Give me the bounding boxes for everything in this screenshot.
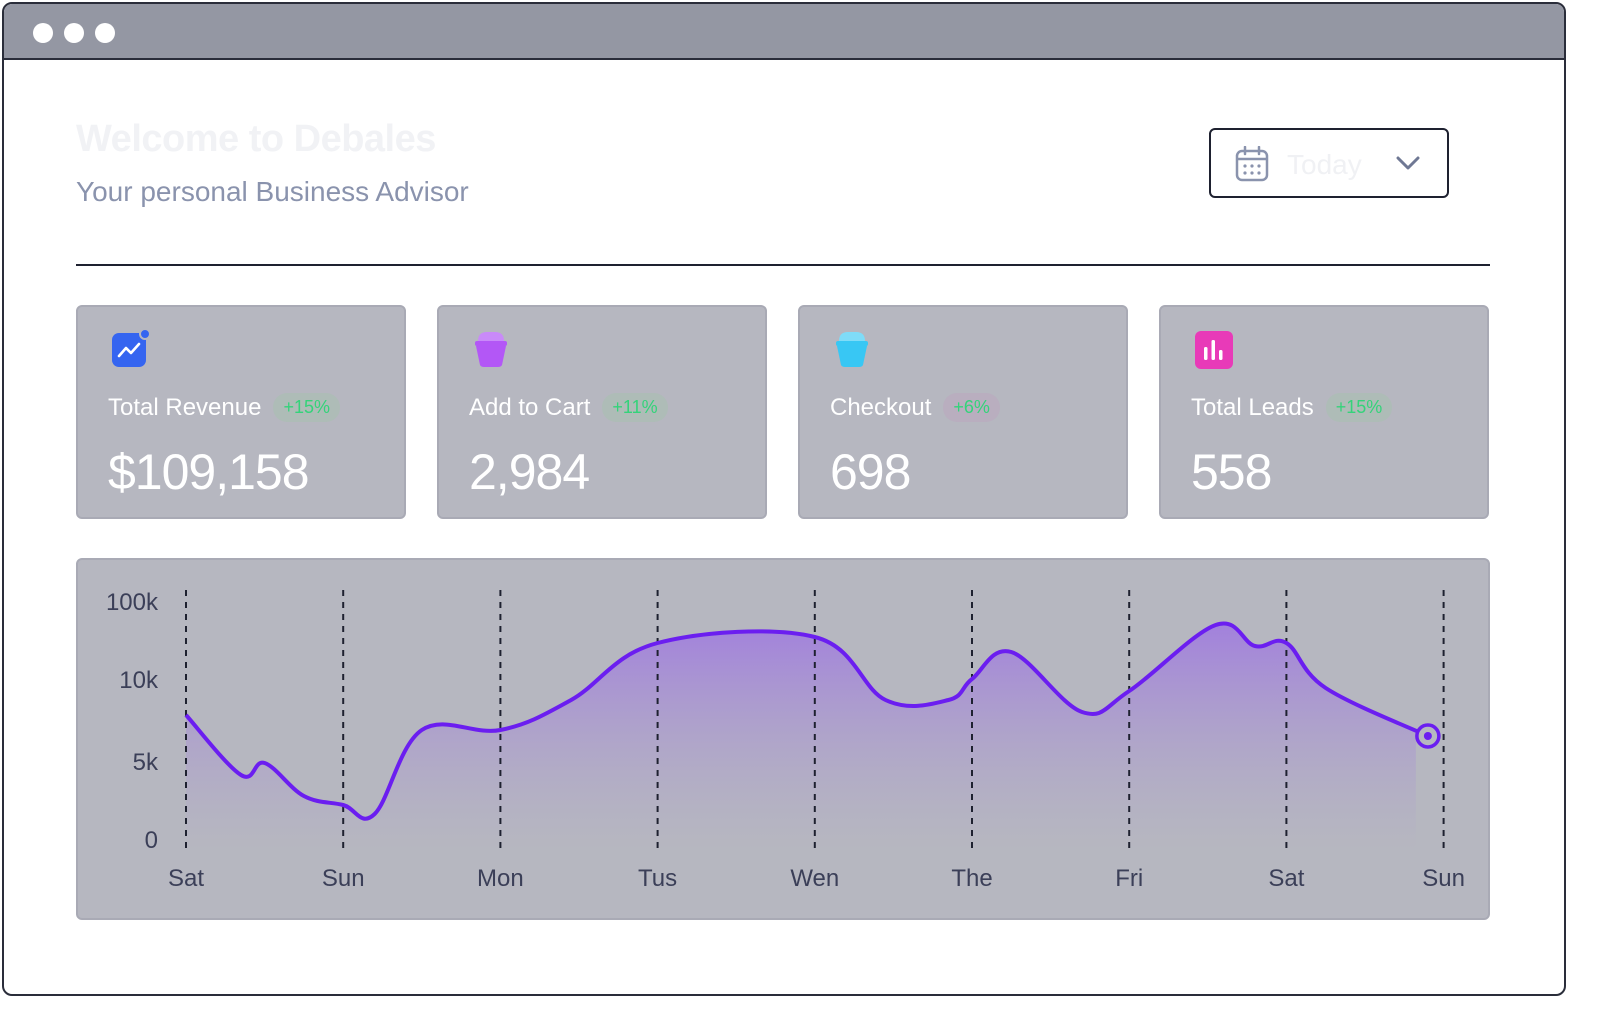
date-range-label: Today bbox=[1287, 149, 1362, 180]
window-titlebar bbox=[4, 4, 1564, 60]
window-control-dot[interactable] bbox=[95, 23, 115, 43]
y-tick-label: 10k bbox=[119, 667, 159, 694]
chart-highlight-dot bbox=[1423, 732, 1432, 740]
chart-series-line bbox=[184, 621, 1429, 821]
chart-area-fill bbox=[186, 623, 1428, 850]
trend-chart-icon bbox=[112, 329, 150, 367]
growth-badge: +15% bbox=[273, 393, 340, 422]
x-tick-label: Mon bbox=[477, 865, 524, 892]
page-subtitle: Your personal Business Advisor bbox=[76, 176, 469, 207]
sales-chart: 100k 10k 5k 0 Sat Sun Mon Tus Wen The Fri Sat Sun bbox=[76, 558, 1490, 920]
x-tick-label: Sun bbox=[1422, 865, 1465, 892]
stat-card-checkout[interactable]: Checkout +6% 698 bbox=[798, 305, 1128, 519]
x-tick-label: Wen bbox=[790, 865, 839, 892]
x-tick-label: Fri bbox=[1115, 865, 1143, 892]
basket-icon bbox=[836, 332, 868, 367]
window-control-dot[interactable] bbox=[64, 23, 84, 43]
area-chart-svg: 100k 10k 5k 0 Sat Sun Mon Tus Wen The Fri Sat Sun bbox=[106, 589, 1465, 892]
chevron-down-icon bbox=[1396, 156, 1420, 170]
stat-card-title: Total Leads bbox=[1191, 393, 1314, 421]
growth-badge: +11% bbox=[602, 393, 668, 422]
x-tick-label: Tus bbox=[638, 865, 677, 892]
calendar-icon bbox=[1235, 146, 1269, 182]
x-tick-label: Sun bbox=[322, 865, 365, 892]
basket-icon bbox=[475, 332, 507, 367]
y-tick-label: 5k bbox=[133, 749, 159, 776]
x-tick-label: Sat bbox=[1268, 865, 1304, 892]
x-tick-label: The bbox=[951, 865, 992, 892]
header-divider bbox=[76, 264, 1490, 266]
stat-card-value: $109,158 bbox=[108, 444, 310, 500]
stat-card-value: 2,984 bbox=[469, 444, 590, 500]
date-range-dropdown[interactable]: Today bbox=[1209, 128, 1449, 198]
y-tick-label: 0 bbox=[145, 827, 158, 854]
stat-card-total-revenue[interactable]: Total Revenue +15% $109,158 bbox=[76, 305, 406, 519]
stat-card-title: Add to Cart bbox=[469, 393, 591, 421]
window-control-dot[interactable] bbox=[33, 23, 53, 43]
stat-card-add-to-cart[interactable]: Add to Cart +11% 2,984 bbox=[437, 305, 767, 519]
growth-badge: +15% bbox=[1325, 393, 1393, 422]
stat-card-title: Checkout bbox=[830, 393, 932, 421]
stat-card-value: 558 bbox=[1191, 444, 1272, 500]
x-tick-label: Sat bbox=[168, 865, 204, 892]
stat-card-total-leads[interactable]: Total Leads +15% 558 bbox=[1159, 305, 1489, 519]
growth-badge: +6% bbox=[943, 393, 1000, 422]
y-tick-label: 100k bbox=[106, 589, 159, 616]
stat-card-title: Total Revenue bbox=[108, 393, 262, 421]
page-title: Welcome to Debales bbox=[76, 118, 436, 160]
bar-chart-icon bbox=[1195, 331, 1233, 369]
stat-card-value: 698 bbox=[830, 444, 911, 500]
